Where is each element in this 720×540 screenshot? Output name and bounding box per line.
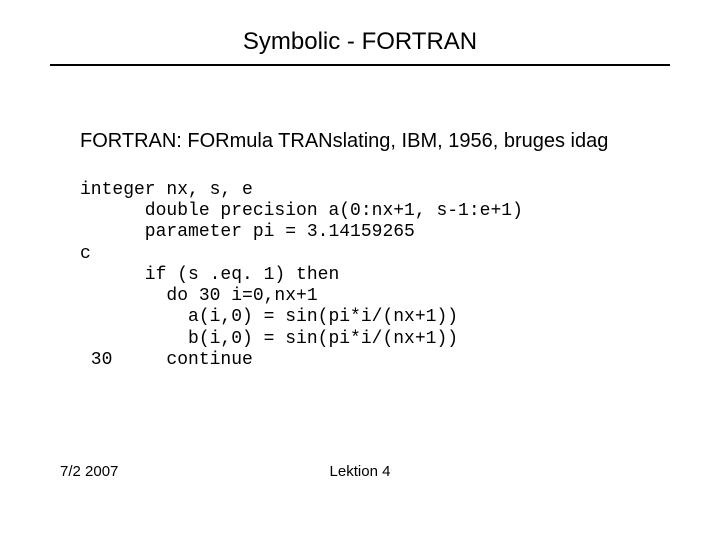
- slide-subtitle: FORTRAN: FORmula TRANslating, IBM, 1956,…: [80, 130, 608, 153]
- slide-title: Symbolic - FORTRAN: [0, 28, 720, 56]
- footer-lecture: Lektion 4: [0, 463, 720, 480]
- title-rule: [50, 64, 670, 66]
- code-block: integer nx, s, e double precision a(0:nx…: [80, 180, 523, 371]
